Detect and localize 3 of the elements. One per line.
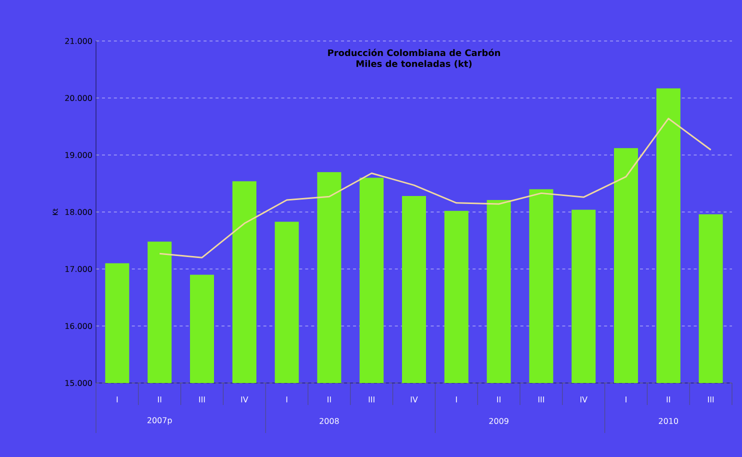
text: Miles de toneladas (kt) bbox=[356, 60, 472, 68]
line-series bbox=[158, 118, 712, 258]
text: Producción Colombiana de Carbón bbox=[328, 48, 500, 56]
